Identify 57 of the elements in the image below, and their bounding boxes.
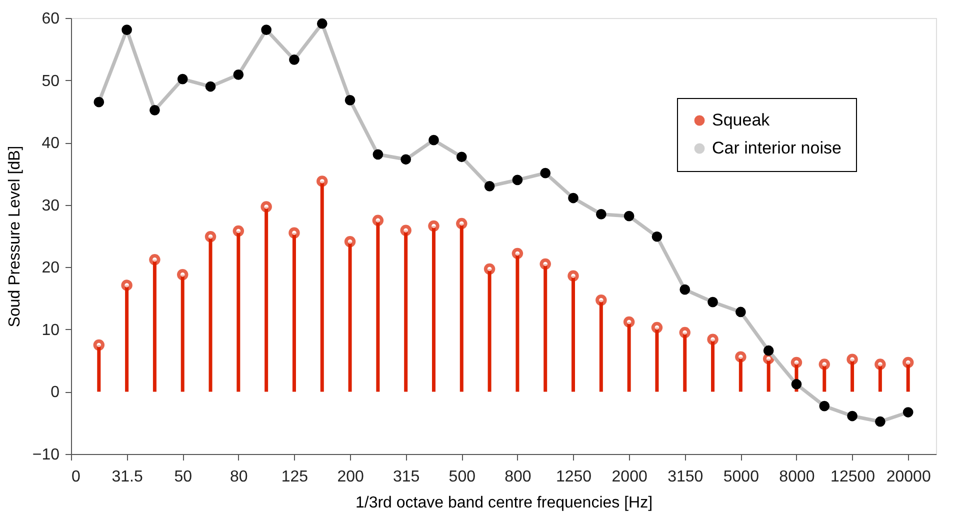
y-tick-label: 10 xyxy=(42,322,60,339)
point xyxy=(846,354,858,365)
point xyxy=(121,280,132,291)
y-tick-label: 50 xyxy=(42,72,60,90)
point xyxy=(316,176,328,187)
point xyxy=(372,214,384,226)
legend-label: Car interior noise xyxy=(712,138,842,158)
x-tick-label: 800 xyxy=(504,468,532,486)
x-axis-title: 1/3rd octave band centre frequencies [Hz] xyxy=(355,494,653,512)
x-tick-label: 20000 xyxy=(886,468,931,486)
point xyxy=(149,254,160,266)
x-tick-label: 31.5 xyxy=(112,468,143,486)
x-tick-label: 3150 xyxy=(668,468,704,486)
point xyxy=(512,248,524,260)
x-tick-label: 2000 xyxy=(612,468,648,486)
point xyxy=(400,224,412,236)
point xyxy=(651,322,663,334)
point xyxy=(204,231,216,242)
point xyxy=(176,269,188,280)
point xyxy=(260,201,272,212)
point xyxy=(428,220,440,232)
x-tick-label: 125 xyxy=(281,468,308,486)
point xyxy=(679,326,690,338)
point xyxy=(596,294,607,306)
point xyxy=(93,339,105,351)
point xyxy=(902,356,914,368)
point xyxy=(288,227,300,238)
point xyxy=(623,316,635,328)
x-tick-label: 315 xyxy=(392,468,420,486)
point xyxy=(344,236,356,248)
x-tick-label: 8000 xyxy=(779,468,815,486)
point xyxy=(456,218,468,230)
point xyxy=(540,258,551,270)
point xyxy=(735,351,746,362)
point xyxy=(484,263,496,275)
point xyxy=(232,225,244,237)
point xyxy=(707,334,718,346)
x-tick-label: 80 xyxy=(230,468,248,486)
x-tick-label: 12500 xyxy=(830,468,876,486)
y-tick-label: 30 xyxy=(42,197,60,214)
y-tick-label: 40 xyxy=(42,135,60,152)
x-tick-label: 200 xyxy=(337,468,364,486)
x-tick-label: 50 xyxy=(174,468,192,486)
y-tick-label: 60 xyxy=(42,10,60,28)
x-tick-label: 5000 xyxy=(723,468,760,486)
point xyxy=(874,358,886,370)
x-tick-label: 0 xyxy=(72,468,80,486)
y-tick-label: 20 xyxy=(42,260,60,277)
legend-label: Squeak xyxy=(712,110,770,130)
y-tick-label: 0 xyxy=(50,384,60,402)
point xyxy=(790,356,802,368)
point xyxy=(568,270,579,282)
x-tick-label: 500 xyxy=(448,468,476,486)
x-tick-label: 1250 xyxy=(556,468,592,486)
y-tick-label: −10 xyxy=(32,446,60,464)
y-axis-title: Soud Pressure Level [dB] xyxy=(6,146,24,328)
point xyxy=(818,358,830,370)
